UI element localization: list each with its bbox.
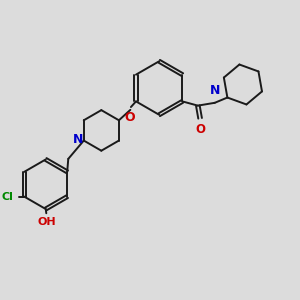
- Text: Cl: Cl: [2, 192, 14, 202]
- Text: N: N: [210, 84, 220, 97]
- Text: N: N: [72, 133, 83, 146]
- Text: O: O: [124, 111, 135, 124]
- Text: OH: OH: [38, 217, 56, 227]
- Text: O: O: [195, 123, 205, 136]
